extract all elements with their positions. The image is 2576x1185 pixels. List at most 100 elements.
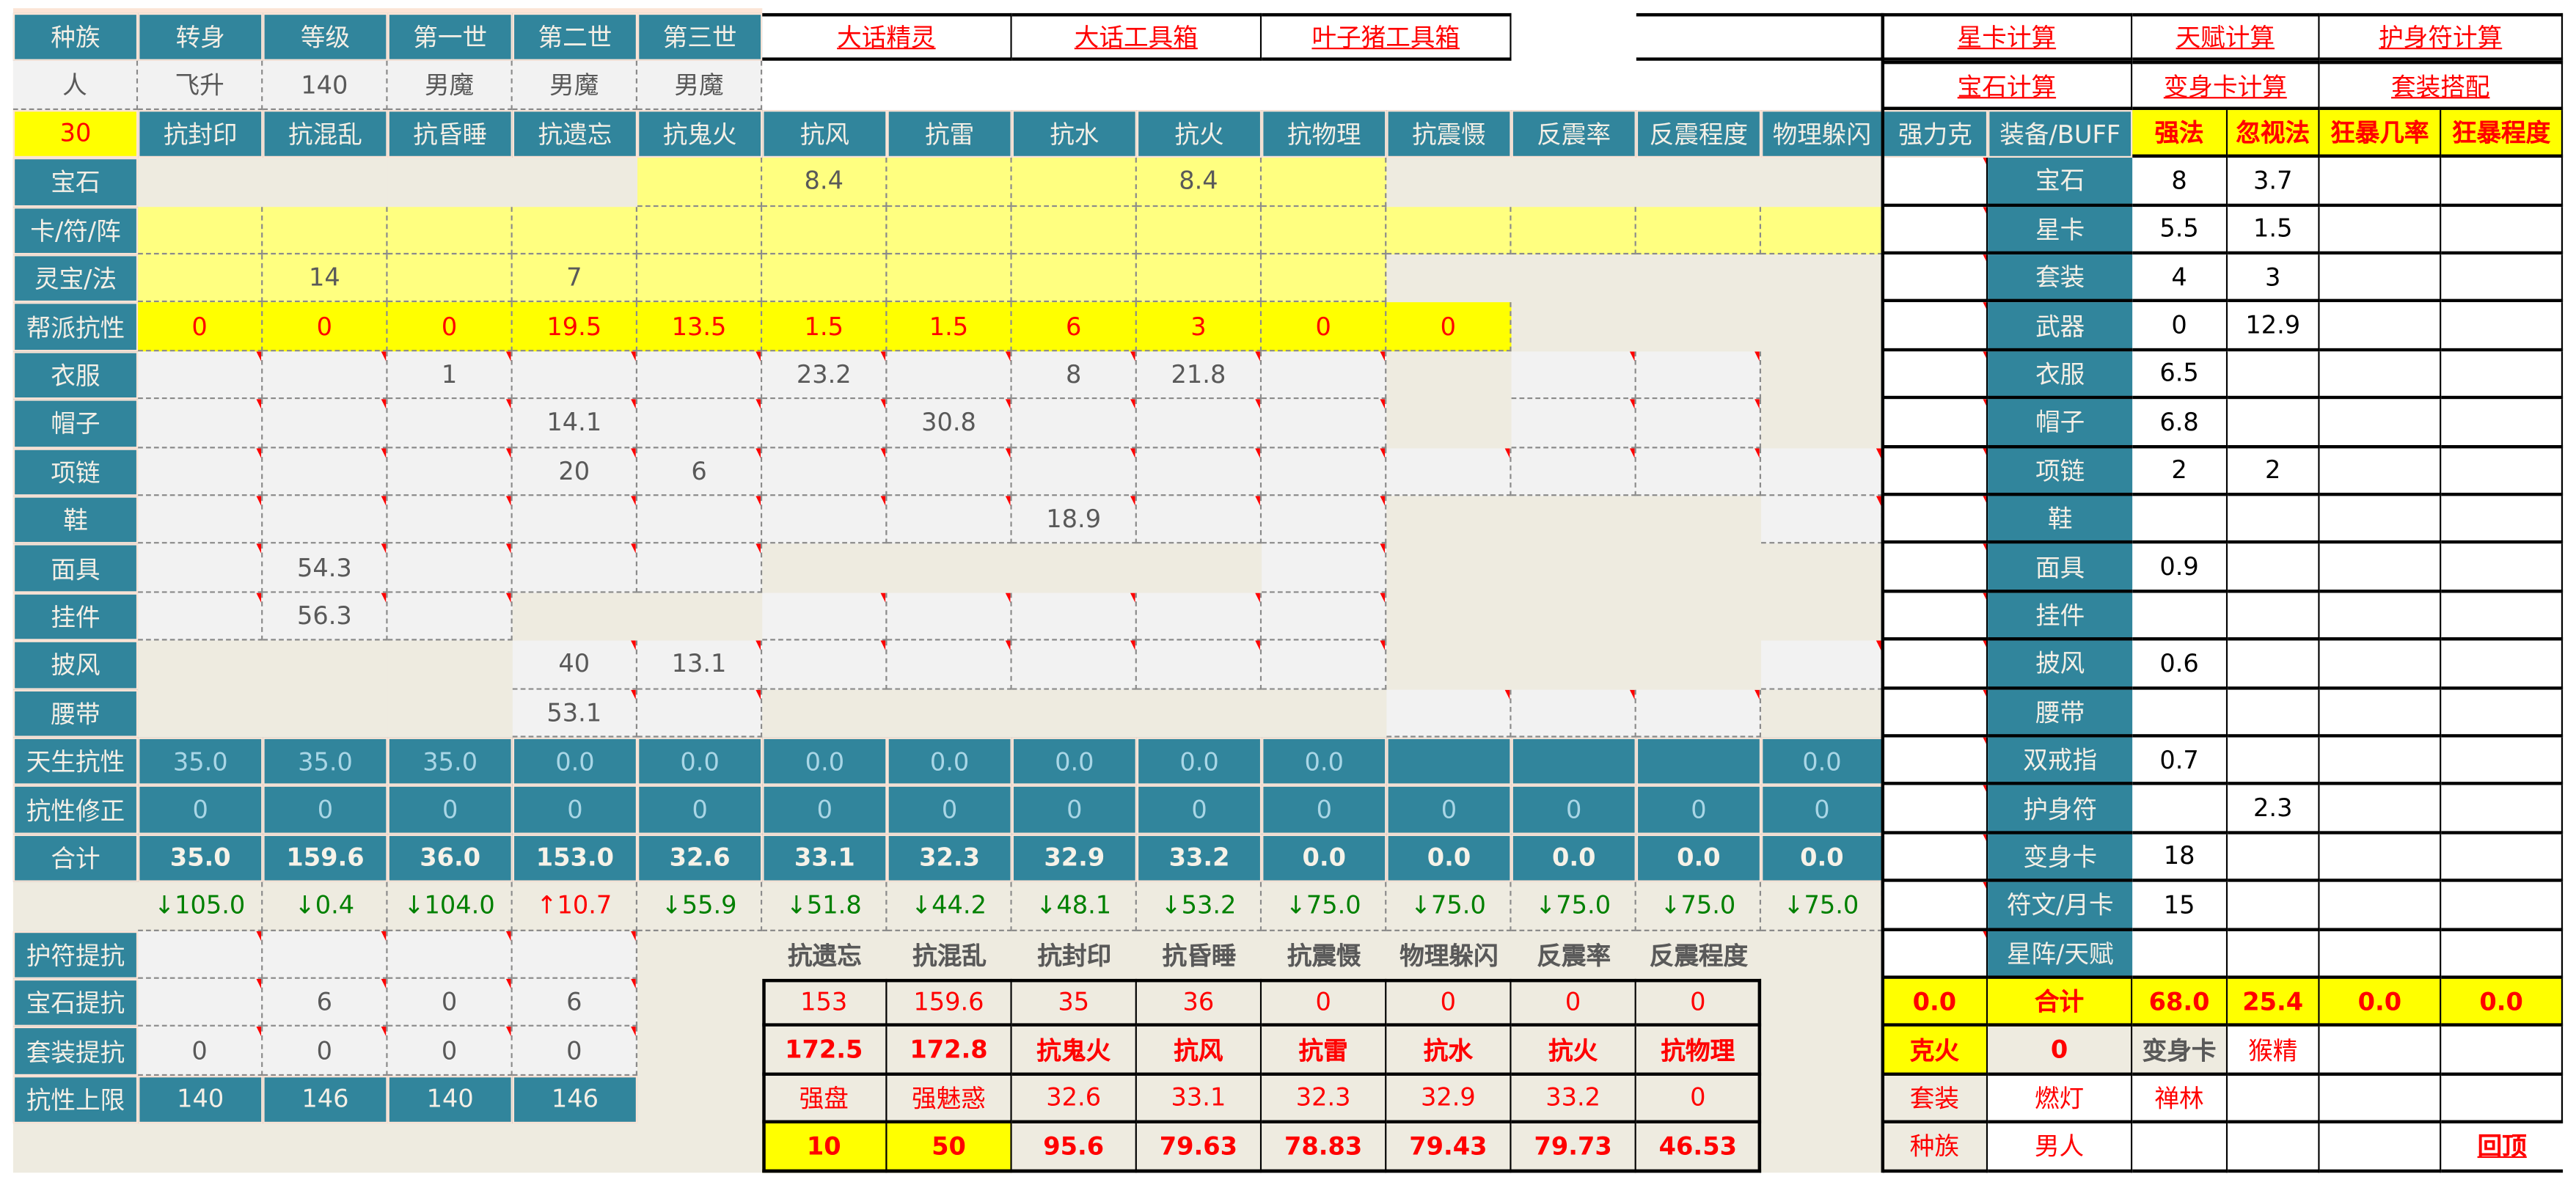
calculator-link[interactable]: 星卡计算 — [1882, 12, 2133, 62]
resist-input-cell[interactable] — [263, 351, 388, 400]
strong-counter-cell[interactable] — [1882, 351, 1988, 400]
buff-value-cell[interactable] — [2319, 399, 2442, 448]
buff-value-cell[interactable] — [2441, 785, 2564, 834]
resist-input-cell[interactable]: 0 — [138, 302, 263, 351]
resist-input-cell[interactable] — [1386, 447, 1512, 496]
resist-input-cell[interactable]: 6 — [637, 447, 763, 496]
strong-counter-cell[interactable] — [1882, 882, 1988, 931]
resist-input-cell[interactable] — [263, 206, 388, 255]
resist-input-cell[interactable] — [637, 254, 763, 303]
resist-input-cell[interactable] — [887, 158, 1012, 207]
resist-input-cell[interactable] — [1262, 158, 1387, 207]
buff-value-cell[interactable] — [2228, 737, 2320, 786]
resist-input-cell[interactable] — [1511, 447, 1636, 496]
resist-input-cell[interactable] — [1511, 206, 1636, 255]
resist-input-cell[interactable]: 8.4 — [1136, 158, 1262, 207]
resist-input-cell[interactable] — [887, 351, 1012, 400]
resist-input-cell[interactable]: 0 — [1386, 302, 1512, 351]
buff-value-cell[interactable] — [2319, 689, 2442, 738]
resist-input-cell[interactable]: 23.2 — [762, 351, 888, 400]
resist-input-cell[interactable] — [138, 447, 263, 496]
resist-input-cell[interactable] — [1262, 496, 1387, 545]
calculator-link[interactable]: 天赋计算 — [2132, 12, 2320, 62]
resist-input-cell[interactable] — [387, 447, 513, 496]
resist-input-cell[interactable]: 6 — [1011, 302, 1137, 351]
buff-value-cell[interactable] — [2228, 351, 2320, 400]
buff-value-cell[interactable] — [2319, 834, 2442, 883]
external-link[interactable]: 大话工具箱 — [1011, 12, 1262, 62]
resist-input-cell[interactable] — [1136, 640, 1262, 689]
buff-value-cell[interactable]: 4 — [2132, 254, 2228, 303]
strong-counter-cell[interactable] — [1882, 544, 1988, 593]
buff-value-cell[interactable]: 0.7 — [2132, 737, 2228, 786]
resist-input-cell[interactable] — [1636, 206, 1762, 255]
buff-value-cell[interactable]: 2 — [2132, 447, 2228, 496]
resist-input-cell[interactable] — [263, 496, 388, 545]
resist-input-cell[interactable] — [387, 399, 513, 448]
resist-input-cell[interactable]: 18.9 — [1011, 496, 1137, 545]
resist-input-cell[interactable] — [762, 447, 888, 496]
resist-input-cell[interactable] — [887, 254, 1012, 303]
resist-input-cell[interactable] — [1136, 447, 1262, 496]
buff-value-cell[interactable]: 8 — [2132, 158, 2228, 207]
buff-value-cell[interactable] — [2228, 689, 2320, 738]
buff-value-cell[interactable] — [2132, 689, 2228, 738]
profile-field[interactable]: 男魔 — [387, 61, 513, 110]
resist-input-cell[interactable]: 7 — [512, 254, 638, 303]
resist-input-cell[interactable] — [1386, 689, 1512, 738]
back-to-top-link[interactable]: 回顶 — [2441, 1123, 2564, 1173]
buff-value-cell[interactable] — [2319, 254, 2442, 303]
buff-value-cell[interactable] — [2319, 206, 2442, 255]
buff-value-cell[interactable] — [2441, 351, 2564, 400]
buff-value-cell[interactable] — [2228, 882, 2320, 931]
buff-value-cell[interactable]: 12.9 — [2228, 302, 2320, 351]
resist-input-cell[interactable]: 54.3 — [263, 544, 388, 593]
profile-field[interactable]: 男魔 — [512, 61, 638, 110]
resist-input-cell[interactable]: 8 — [1011, 351, 1137, 400]
strong-counter-cell[interactable] — [1882, 640, 1988, 689]
resist-input-cell[interactable] — [1136, 399, 1262, 448]
buff-value-cell[interactable] — [2319, 351, 2442, 400]
resist-input-cell[interactable] — [637, 399, 763, 448]
resist-input-cell[interactable] — [762, 640, 888, 689]
buff-value-cell[interactable] — [2441, 640, 2564, 689]
resist-input-cell[interactable] — [138, 254, 263, 303]
resist-input-cell[interactable] — [512, 544, 638, 593]
set-value[interactable]: 燃灯 — [1988, 1075, 2133, 1124]
resist-input-cell[interactable]: 3 — [1136, 302, 1262, 351]
strong-counter-cell[interactable] — [1882, 302, 1988, 351]
resist-input-cell[interactable] — [512, 206, 638, 255]
resist-input-cell[interactable]: 56.3 — [263, 592, 388, 641]
resist-input-cell[interactable] — [1011, 399, 1137, 448]
resist-input-cell[interactable]: 13.5 — [637, 302, 763, 351]
buff-value-cell[interactable] — [2441, 689, 2564, 738]
resist-input-cell[interactable]: 19.5 — [512, 302, 638, 351]
resist-input-cell[interactable] — [1511, 399, 1636, 448]
boost-cell[interactable]: 0 — [387, 1027, 513, 1076]
resist-input-cell[interactable]: 20 — [512, 447, 638, 496]
resist-input-cell[interactable] — [1136, 206, 1262, 255]
boost-cell[interactable] — [263, 931, 388, 979]
resist-input-cell[interactable] — [1262, 351, 1387, 400]
buff-value-cell[interactable] — [2441, 158, 2564, 207]
resist-value-badge[interactable]: 30 — [12, 109, 139, 158]
resist-input-cell[interactable] — [387, 592, 513, 641]
buff-value-cell[interactable] — [2228, 496, 2320, 545]
external-link[interactable]: 大话精灵 — [762, 12, 1012, 62]
buff-value-cell[interactable]: 6.5 — [2132, 351, 2228, 400]
resist-input-cell[interactable] — [887, 447, 1012, 496]
resist-input-cell[interactable] — [512, 351, 638, 400]
resist-input-cell[interactable] — [1511, 689, 1636, 738]
resist-input-cell[interactable] — [887, 640, 1012, 689]
strong-counter-cell[interactable] — [1882, 206, 1988, 255]
resist-input-cell[interactable] — [637, 351, 763, 400]
resist-input-cell[interactable] — [762, 206, 888, 255]
buff-value-cell[interactable] — [2319, 592, 2442, 641]
resist-input-cell[interactable] — [1011, 206, 1137, 255]
buff-value-cell[interactable]: 3.7 — [2228, 158, 2320, 207]
resist-input-cell[interactable] — [1011, 640, 1137, 689]
resist-input-cell[interactable] — [1262, 640, 1387, 689]
boost-cell[interactable]: 6 — [263, 978, 388, 1027]
resist-input-cell[interactable] — [263, 399, 388, 448]
buff-value-cell[interactable] — [2132, 931, 2228, 979]
